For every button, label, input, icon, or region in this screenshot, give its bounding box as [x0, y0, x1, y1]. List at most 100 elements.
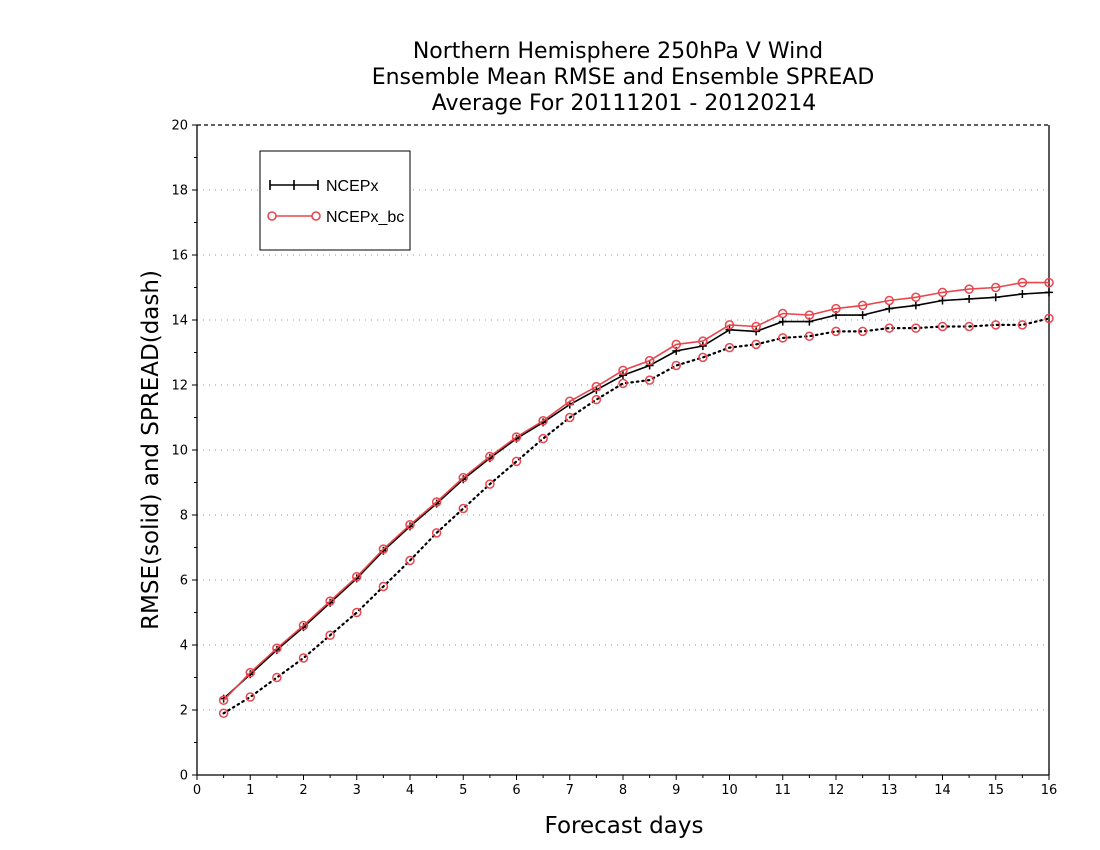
- data-point: [911, 323, 921, 333]
- data-point: [565, 412, 575, 423]
- x-tick-label-12: 12: [828, 783, 845, 798]
- legend-box: [259, 150, 411, 251]
- series-line: [223, 291, 1050, 700]
- data-point: [778, 308, 788, 319]
- data-point: [378, 581, 389, 592]
- y-tick-label-18: 18: [171, 184, 188, 199]
- data-point: [751, 321, 761, 332]
- legend-marker-circle-right: [311, 211, 321, 221]
- x-axis-ticks: 0 1 2 3 4 5 6 7 8 9 10 11 12 13 14 15 16: [193, 775, 1057, 798]
- x-tick-label-3: 3: [353, 783, 361, 798]
- legend-item-ncepx: NCEPx: [269, 178, 378, 195]
- data-point: [885, 304, 894, 313]
- data-point: [938, 296, 947, 305]
- data-point: [272, 672, 282, 683]
- x-tick-label-1: 1: [246, 783, 254, 798]
- data-point: [619, 371, 627, 380]
- data-point: [485, 451, 495, 462]
- data-point: [511, 456, 522, 467]
- y-tick-label-0: 0: [180, 769, 188, 784]
- x-tick-label-16: 16: [1041, 783, 1058, 798]
- data-point: [325, 596, 335, 606]
- title-line-2: Ensemble Mean RMSE and Ensemble SPREAD: [372, 65, 875, 90]
- data-point: [911, 301, 920, 310]
- series-line-dotted: [222, 317, 1051, 715]
- x-axis-label: Forecast days: [545, 813, 704, 839]
- data-point: [964, 284, 974, 294]
- y-tick-label-6: 6: [180, 574, 188, 589]
- data-point: [352, 572, 362, 582]
- data-point: [511, 432, 522, 442]
- data-point: [378, 544, 389, 554]
- data-point: [884, 323, 894, 333]
- series-ncepx-bc: [218, 277, 1054, 705]
- data-point: [538, 433, 548, 444]
- x-tick-label-0: 0: [193, 783, 201, 798]
- data-point: [245, 667, 255, 678]
- data-point: [991, 282, 1001, 293]
- data-point: [858, 311, 867, 320]
- data-point: [218, 708, 229, 718]
- data-point: [671, 339, 681, 350]
- data-point: [857, 326, 868, 337]
- x-tick-label-15: 15: [987, 783, 1004, 798]
- data-point: [618, 365, 628, 376]
- data-point: [884, 295, 894, 306]
- data-point: [645, 361, 654, 370]
- series-ncepx-spread: [222, 317, 1051, 715]
- y-tick-label-8: 8: [180, 509, 188, 524]
- data-point: [698, 336, 708, 346]
- data-point: [272, 643, 282, 653]
- series-layer: [218, 277, 1054, 718]
- legend-marker-circle-left: [267, 211, 277, 221]
- y-axis-ticks: 0 2 4 6 8 10 12 14 16 18 20: [171, 119, 197, 784]
- data-point: [724, 320, 735, 330]
- data-point: [618, 378, 628, 389]
- legend-label-ncepx-bc: NCEPx_bc: [326, 209, 404, 226]
- y-axis-label: RMSE(solid) and SPREAD(dash): [138, 270, 164, 630]
- data-point: [698, 352, 708, 363]
- legend-item-ncepx-bc: NCEPx_bc: [267, 209, 404, 226]
- legend-label-ncepx: NCEPx: [326, 178, 378, 195]
- chart-title: Northern Hemisphere 250hPa V Wind Ensemb…: [372, 39, 875, 116]
- y-tick-label-16: 16: [171, 249, 188, 264]
- x-tick-label-5: 5: [459, 783, 467, 798]
- data-point: [751, 339, 761, 350]
- title-line-3: Average For 20111201 - 20120214: [432, 91, 817, 116]
- data-point: [431, 497, 442, 507]
- data-point: [538, 416, 548, 426]
- data-point: [831, 303, 841, 314]
- data-point: [325, 630, 335, 640]
- x-tick-label-9: 9: [672, 783, 680, 798]
- data-point: [1045, 288, 1053, 297]
- x-tick-label-10: 10: [721, 783, 738, 798]
- data-point: [831, 326, 841, 337]
- data-point: [485, 479, 495, 489]
- series-line: [223, 281, 1049, 701]
- data-point: [725, 325, 734, 334]
- x-tick-label-4: 4: [406, 783, 414, 798]
- data-point: [1017, 277, 1028, 288]
- series-ncepx: [219, 288, 1053, 703]
- y-tick-label-14: 14: [171, 314, 188, 329]
- data-point: [218, 695, 229, 705]
- data-point: [937, 287, 948, 298]
- data-point: [724, 342, 735, 353]
- data-point: [405, 520, 415, 530]
- x-tick-label-14: 14: [934, 783, 951, 798]
- data-point: [644, 355, 655, 366]
- data-point: [991, 320, 1001, 330]
- data-point: [698, 342, 707, 350]
- data-point: [1017, 320, 1028, 330]
- data-point: [405, 555, 415, 566]
- data-point: [565, 396, 575, 406]
- data-point: [352, 607, 362, 618]
- y-tick-label-10: 10: [171, 444, 188, 459]
- data-point: [778, 317, 787, 326]
- data-point: [245, 692, 255, 702]
- data-point: [937, 321, 948, 332]
- data-point: [965, 294, 974, 303]
- y-tick-label-2: 2: [180, 704, 188, 719]
- data-point: [857, 300, 868, 311]
- data-point: [458, 503, 468, 514]
